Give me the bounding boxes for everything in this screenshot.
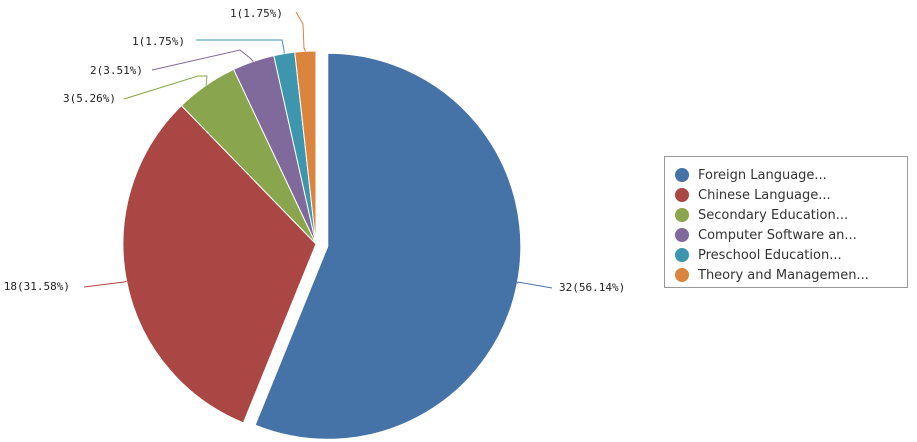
- data-label-0: 32(56.14%): [559, 281, 625, 294]
- label-connector-2: [123, 75, 208, 100]
- pie-slices: [122, 50, 522, 440]
- legend-label: Secondary Education...: [698, 207, 849, 223]
- legend: Foreign Language... Chinese Language... Se…: [664, 156, 908, 288]
- legend-swatch: [675, 208, 689, 222]
- legend-swatch: [675, 268, 689, 282]
- legend-item-1[interactable]: Chinese Language...: [675, 185, 907, 205]
- legend-item-0[interactable]: Foreign Language...: [675, 165, 907, 185]
- legend-swatch: [675, 248, 689, 262]
- legend-label: Theory and Managemen...: [698, 267, 869, 283]
- data-label-2: 3(5.26%): [63, 92, 116, 105]
- data-labels: 32(56.14%) 18(31.58%) 3(5.26%) 2(3.51%) 1(1.…: [4, 7, 625, 294]
- label-connector-1: [83, 280, 127, 288]
- legend-swatch: [675, 168, 689, 182]
- label-connector-0: [516, 281, 553, 289]
- label-connector-3: [151, 49, 254, 71]
- legend-label: Computer Software an...: [698, 227, 857, 243]
- legend-swatch: [675, 188, 689, 202]
- legend-swatch: [675, 228, 689, 242]
- legend-label: Foreign Language...: [698, 167, 827, 183]
- data-label-3: 2(3.51%): [90, 64, 143, 77]
- legend-item-5[interactable]: Theory and Managemen...: [675, 265, 907, 285]
- legend-item-4[interactable]: Preschool Education...: [675, 245, 907, 265]
- legend-item-2[interactable]: Secondary Education...: [675, 205, 907, 225]
- data-label-4: 1(1.75%): [132, 35, 185, 48]
- legend-item-3[interactable]: Computer Software an...: [675, 225, 907, 245]
- data-label-5: 1(1.75%): [230, 7, 283, 20]
- pie-slice-1[interactable]: [122, 104, 317, 424]
- label-connectors: [83, 11, 553, 289]
- label-connector-5: [295, 11, 306, 52]
- label-connector-4: [196, 39, 285, 54]
- data-label-1: 18(31.58%): [4, 280, 70, 293]
- legend-label: Chinese Language...: [698, 187, 831, 203]
- legend-label: Preschool Education...: [698, 247, 842, 263]
- pie-slice-0[interactable]: [254, 52, 522, 440]
